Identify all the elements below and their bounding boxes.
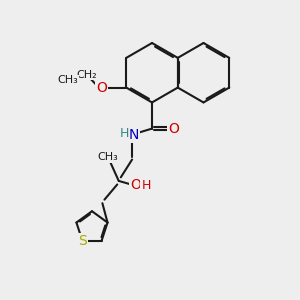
Text: H: H [119,127,129,140]
Text: S: S [78,234,87,248]
Text: H: H [141,179,151,192]
Text: O: O [97,81,107,94]
Text: O: O [168,122,179,136]
Text: CH₂: CH₂ [77,70,98,80]
Text: CH₃: CH₃ [98,152,118,162]
Text: O: O [130,178,141,192]
Text: CH₃: CH₃ [57,76,78,85]
Text: N: N [129,128,140,142]
